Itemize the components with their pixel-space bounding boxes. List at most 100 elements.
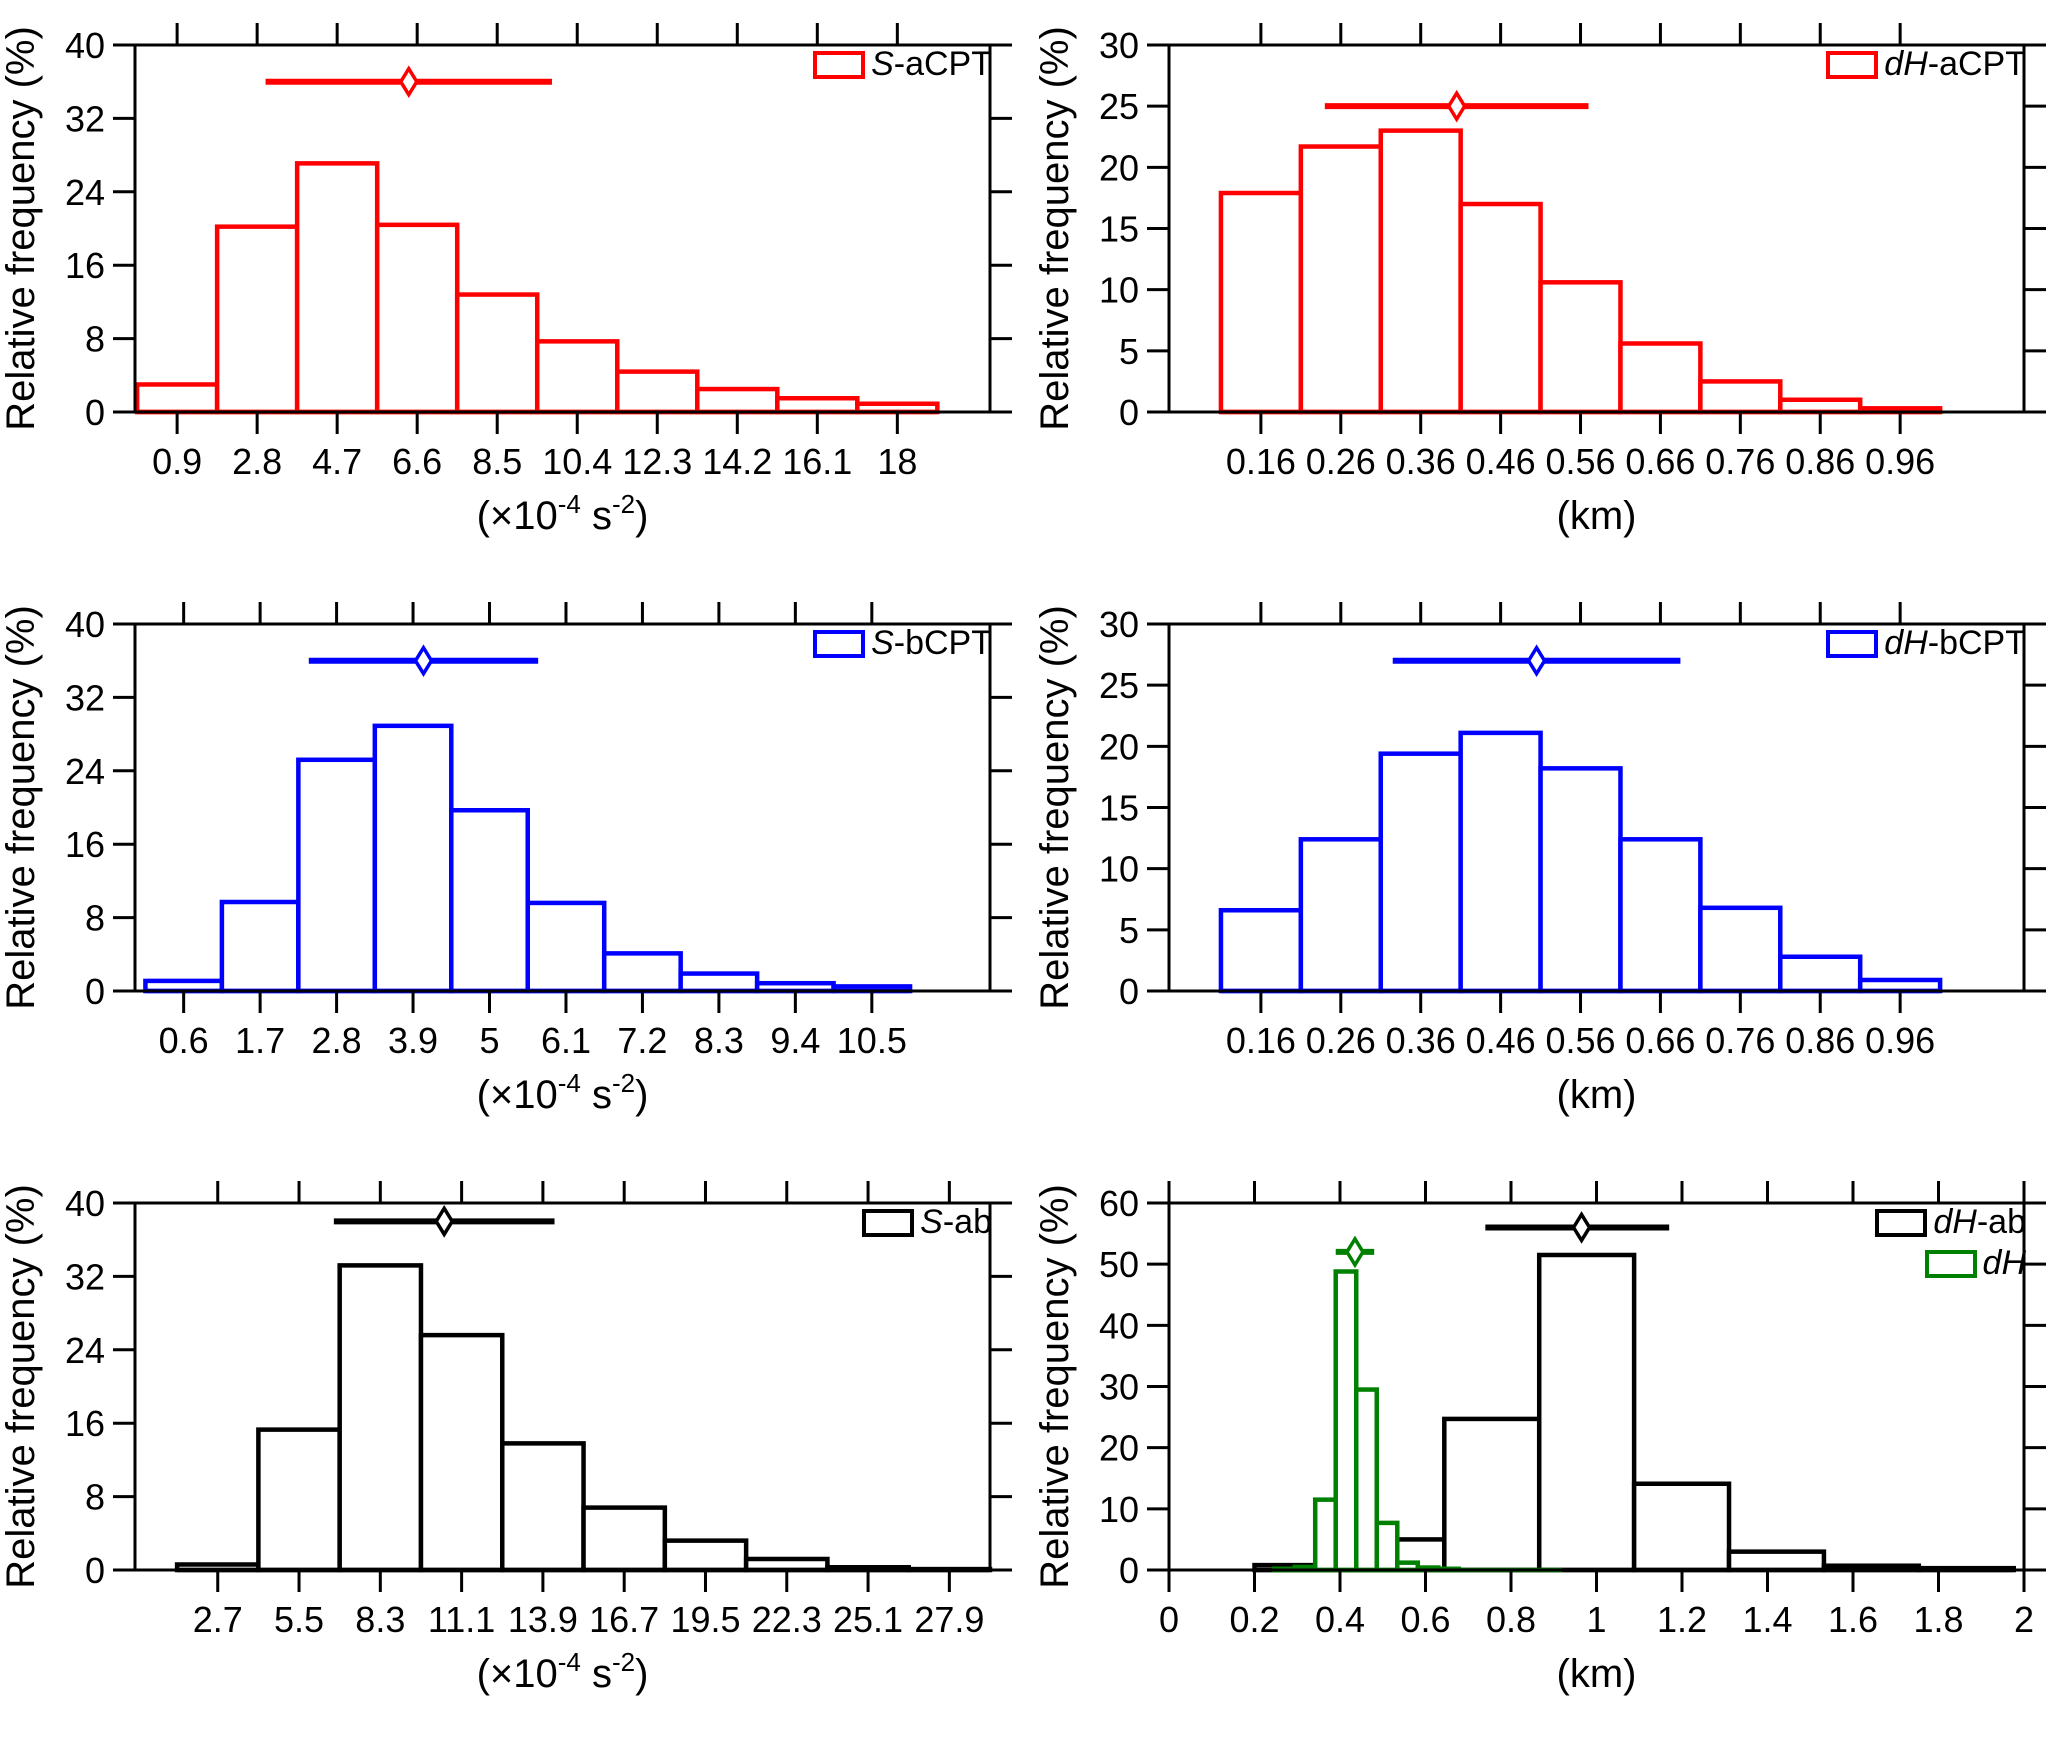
x-tick-label: 11.1 (428, 1599, 495, 1640)
y-tick-label: 32 (65, 98, 105, 139)
x-tick-label: 16.7 (589, 1599, 659, 1640)
x-axis-label: (×10-4 s-2) (477, 1068, 649, 1117)
histogram-bar (214, 224, 300, 415)
x-tick-label: 0.36 (1386, 1020, 1456, 1061)
mean-diamond-marker (1571, 1211, 1592, 1244)
histogram-bar (534, 339, 620, 415)
legend-item-dh-bcpt: dH-bCPT (1826, 624, 2026, 662)
x-tick-label: 0.6 (159, 1020, 209, 1061)
histogram-bar (294, 161, 380, 415)
panel-svg-dh-bcpt: 0.16 0.26 0.36 0.46 0.56 0.66 0.76 0.86 0.96 0 5 10… (1034, 602, 2046, 1117)
x-ticks: 0.6 1.7 2.8 3.9 5 6.1 7.2 8.3 9.4 10.5 (159, 602, 907, 1061)
legend-swatch (1826, 629, 1879, 658)
x-ticks: 0.16 0.26 0.36 0.46 0.56 0.66 0.76 0.86 0.96 (1226, 23, 1935, 482)
panel-svg-s-acpt: 0.9 2.8 4.7 6.6 8.5 10.4 12.3 14.2 16.1 18 0 8 16 24 3… (0, 23, 1012, 538)
histogram-bar (374, 222, 460, 415)
error-bar (333, 1205, 555, 1238)
y-tick-label: 24 (65, 172, 105, 213)
x-axis-label: (×10-4 s-2) (477, 489, 649, 538)
y-ticks: 0 8 16 24 32 40 (65, 1183, 1012, 1591)
x-tick-label: 2 (2014, 1599, 2034, 1640)
legend: dH-ab dH (1875, 1203, 2026, 1283)
y-tick-label: 32 (65, 677, 105, 718)
x-tick-label: 22.3 (752, 1599, 822, 1640)
histogram-bar (1298, 837, 1384, 994)
y-tick-label: 20 (1099, 726, 1139, 767)
y-tick-label: 10 (1099, 1489, 1139, 1530)
histogram-bar (581, 1505, 668, 1573)
histogram-bar (1312, 1497, 1338, 1573)
x-tick-label: 14.2 (702, 441, 772, 482)
x-tick-label: 0.56 (1545, 1020, 1615, 1061)
error-bar (1392, 644, 1681, 678)
legend-item-dh-acpt: dH-aCPT (1826, 45, 2026, 83)
x-tick-label: 4.7 (312, 441, 362, 482)
mean-diamond-marker (398, 65, 419, 99)
x-tick-label: 0.46 (1466, 441, 1536, 482)
histogram-bar (1778, 954, 1863, 994)
x-tick-label: 0.4 (1315, 1599, 1365, 1640)
legend-swatch (1875, 1208, 1928, 1237)
x-axis-label: (km) (1557, 1073, 1637, 1117)
y-tick-label: 0 (1119, 392, 1139, 433)
legend-label: S-bCPT (871, 624, 992, 662)
bars-s-acpt (134, 161, 940, 415)
x-ticks: 0 0.2 0.4 0.6 0.8 1 1.2 1.4 1.6 1.8 2 (1159, 1181, 2034, 1640)
y-tick-label: 60 (1099, 1183, 1139, 1224)
x-tick-label: 0.66 (1625, 1020, 1695, 1061)
histogram-bar (1618, 341, 1703, 415)
y-tick-label: 25 (1099, 86, 1139, 127)
mean-diamond-marker (1344, 1235, 1366, 1269)
histogram-bar (337, 1263, 424, 1573)
mean-diamond-marker (434, 1205, 455, 1238)
x-tick-label: 2.7 (193, 1599, 243, 1640)
x-tick-label: 2.8 (312, 1020, 362, 1061)
y-tick-label: 40 (1099, 1305, 1139, 1346)
y-tick-label: 40 (65, 25, 105, 66)
histogram-bar (601, 951, 683, 994)
panel-s-acpt: 0.9 2.8 4.7 6.6 8.5 10.4 12.3 14.2 16.1 18 0 8 16 24 3… (0, 0, 1033, 579)
histogram-bar (1374, 1520, 1400, 1573)
x-tick-label: 0.16 (1226, 1020, 1296, 1061)
histogram-bar (296, 757, 378, 994)
y-tick-label: 0 (85, 971, 105, 1012)
x-tick-label: 19.5 (670, 1599, 740, 1640)
legend-swatch (813, 629, 866, 658)
histogram-bar (1378, 751, 1463, 994)
x-tick-label: 6.6 (392, 441, 442, 482)
y-tick-label: 15 (1099, 788, 1139, 829)
x-tick-label: 9.4 (770, 1020, 820, 1061)
bars-dh-acpt (1218, 128, 1943, 415)
y-tick-label: 24 (65, 1330, 105, 1371)
y-tick-label: 24 (65, 751, 105, 792)
x-tick-label: 13.9 (508, 1599, 578, 1640)
x-tick-label: 2.8 (232, 441, 282, 482)
x-tick-label: 0.96 (1865, 1020, 1935, 1061)
panel-s-bcpt: 0.6 1.7 2.8 3.9 5 6.1 7.2 8.3 9.4 10.5 0 8 16 24 32 40 (… (0, 579, 1033, 1158)
y-tick-label: 0 (85, 392, 105, 433)
y-tick-label: 40 (65, 604, 105, 645)
histogram-bar (1538, 280, 1623, 415)
histogram-bar (1618, 837, 1703, 994)
histogram-bar (1458, 201, 1543, 415)
x-tick-label: 1 (1586, 1599, 1606, 1640)
y-tick-label: 10 (1099, 270, 1139, 311)
panel-s-ab: 2.7 5.5 8.3 11.1 13.9 16.7 19.5 22.3 25.1 27.9 0 8 1… (0, 1158, 1033, 1737)
y-tick-label: 16 (65, 1403, 105, 1444)
x-ticks: 0.9 2.8 4.7 6.6 8.5 10.4 12.3 14.2 16.1 18 (152, 23, 917, 482)
y-tick-label: 30 (1099, 1367, 1139, 1408)
histogram-bar (1726, 1549, 1827, 1573)
x-tick-label: 8.3 (694, 1020, 744, 1061)
x-ticks: 0.16 0.26 0.36 0.46 0.56 0.66 0.76 0.86 0.96 (1226, 602, 1935, 1061)
error-bar (308, 644, 539, 678)
x-tick-label: 0.6 (1400, 1599, 1450, 1640)
panel-svg-s-bcpt: 0.6 1.7 2.8 3.9 5 6.1 7.2 8.3 9.4 10.5 0 8 16 24 32 40 (… (0, 602, 1012, 1117)
x-tick-label: 25.1 (833, 1599, 903, 1640)
panel-dh-bcpt: 0.16 0.26 0.36 0.46 0.56 0.66 0.76 0.86 0.96 0 5 10… (1034, 579, 2067, 1158)
y-tick-label: 50 (1099, 1244, 1139, 1285)
y-axis-label: Relative frequency (%) (1034, 26, 1077, 431)
histogram-bar (1378, 128, 1463, 415)
panel-svg-s-ab: 2.7 5.5 8.3 11.1 13.9 16.7 19.5 22.3 25.1 27.9 0 8 1… (0, 1181, 1012, 1696)
x-tick-label: 1.7 (235, 1020, 285, 1061)
